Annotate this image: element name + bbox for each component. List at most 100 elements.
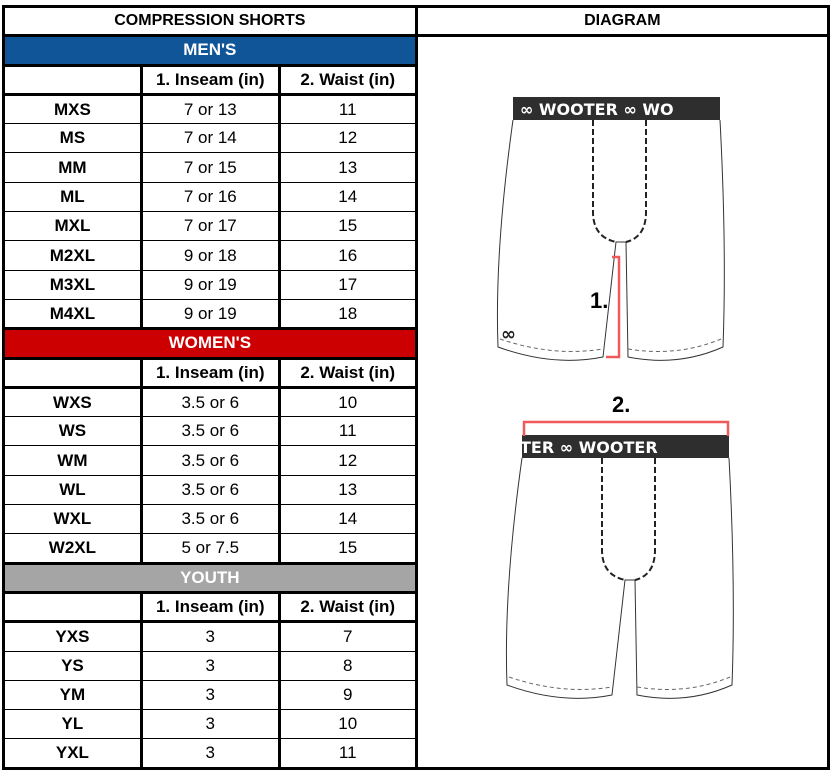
- inseam-value: 9 or 18: [139, 240, 281, 271]
- inseam-value: 3.5 or 6: [139, 416, 281, 447]
- inseam-header: 1. Inseam (in): [139, 358, 281, 389]
- table-row: WM 3.5 or 6 12: [2, 445, 829, 476]
- size-label: W2XL: [2, 533, 143, 565]
- inseam-value: 3: [139, 651, 281, 681]
- waist-value: 14: [277, 504, 418, 535]
- table-row: ML 7 or 16 14: [2, 182, 829, 213]
- diagram-cell: [414, 35, 830, 770]
- table-row: MM 7 or 15 13: [2, 152, 829, 183]
- table-row: MXL 7 or 17 15: [2, 211, 829, 242]
- inseam-value: 3.5 or 6: [139, 475, 281, 506]
- column-header-row: 1. Inseam (in) 2. Waist (in): [2, 65, 829, 96]
- waist-value: 15: [277, 533, 418, 565]
- section-header-row: MEN'S: [2, 35, 830, 770]
- waist-value: 16: [277, 240, 418, 271]
- waist-value: 13: [277, 152, 418, 183]
- size-header: [2, 358, 143, 389]
- inseam-header: 1. Inseam (in): [139, 592, 281, 624]
- table-row: M4XL 9 or 19 18: [2, 299, 829, 331]
- inseam-value: 7 or 13: [139, 94, 281, 125]
- size-label: ML: [2, 182, 143, 213]
- inseam-value: 3.5 or 6: [139, 445, 281, 476]
- waist-value: 11: [277, 416, 418, 447]
- size-label: WM: [2, 445, 143, 476]
- section-title: WOMEN'S: [2, 328, 418, 360]
- inseam-value: 3: [139, 738, 281, 770]
- size-header: [2, 592, 143, 624]
- size-label: MXS: [2, 94, 143, 125]
- table-row: YS 3 8: [2, 651, 829, 681]
- waist-value: 10: [277, 387, 418, 418]
- table-title: COMPRESSION SHORTS: [2, 4, 418, 38]
- size-label: YXL: [2, 738, 143, 770]
- inseam-value: 9 or 19: [139, 299, 281, 331]
- inseam-value: 7 or 16: [139, 182, 281, 213]
- inseam-value: 3: [139, 621, 281, 652]
- waist-header: 2. Waist (in): [277, 592, 418, 624]
- inseam-value: 7 or 17: [139, 211, 281, 242]
- inseam-value: 7 or 15: [139, 152, 281, 183]
- table-row: YL 3 10: [2, 709, 829, 740]
- size-header: [2, 65, 143, 96]
- size-label: WS: [2, 416, 143, 447]
- section-title: YOUTH: [2, 563, 418, 594]
- size-label: MM: [2, 152, 143, 183]
- waist-header: 2. Waist (in): [277, 65, 418, 96]
- section-header-row: YOUTH: [2, 563, 829, 594]
- size-label: WL: [2, 475, 143, 506]
- inseam-value: 3.5 or 6: [139, 387, 281, 418]
- waist-value: 18: [277, 299, 418, 331]
- size-label: M4XL: [2, 299, 143, 331]
- waist-value: 9: [277, 680, 418, 711]
- size-label: YL: [2, 709, 143, 740]
- table-row: M2XL 9 or 18 16: [2, 240, 829, 271]
- inseam-value: 9 or 19: [139, 270, 281, 300]
- waist-value: 13: [277, 475, 418, 506]
- size-table: COMPRESSION SHORTS DIAGRAM MEN'S 1. Insea…: [2, 4, 830, 770]
- table-row: YM 3 9: [2, 680, 829, 711]
- size-label: WXS: [2, 387, 143, 418]
- table-row: WXS 3.5 or 6 10: [2, 387, 829, 418]
- waist-value: 11: [277, 738, 418, 770]
- waist-value: 14: [277, 182, 418, 213]
- inseam-value: 3: [139, 709, 281, 740]
- waist-value: 10: [277, 709, 418, 740]
- waist-value: 8: [277, 651, 418, 681]
- waist-value: 7: [277, 621, 418, 652]
- table-row: WL 3.5 or 6 13: [2, 475, 829, 506]
- table-row: MXS 7 or 13 11: [2, 94, 829, 125]
- column-header-row: 1. Inseam (in) 2. Waist (in): [2, 358, 829, 389]
- inseam-header: 1. Inseam (in): [139, 65, 281, 96]
- waist-value: 15: [277, 211, 418, 242]
- table-row: YXS 3 7: [2, 621, 829, 652]
- table-row: W2XL 5 or 7.5 15: [2, 533, 829, 565]
- column-header-row: 1. Inseam (in) 2. Waist (in): [2, 592, 829, 624]
- table-row: YXL 3 11: [2, 738, 829, 770]
- size-label: MXL: [2, 211, 143, 242]
- inseam-value: 7 or 14: [139, 123, 281, 154]
- waist-header: 2. Waist (in): [277, 358, 418, 389]
- title-row: COMPRESSION SHORTS DIAGRAM: [2, 4, 830, 38]
- inseam-value: 3: [139, 680, 281, 711]
- table-row: WXL 3.5 or 6 14: [2, 504, 829, 535]
- waist-value: 17: [277, 270, 418, 300]
- table-row: MS 7 or 14 12: [2, 123, 829, 154]
- inseam-value: 5 or 7.5: [139, 533, 281, 565]
- size-label: WXL: [2, 504, 143, 535]
- size-label: YM: [2, 680, 143, 711]
- section-title: MEN'S: [2, 35, 418, 67]
- size-label: M2XL: [2, 240, 143, 271]
- size-label: YXS: [2, 621, 143, 652]
- waist-value: 12: [277, 445, 418, 476]
- waist-value: 12: [277, 123, 418, 154]
- diagram-title: DIAGRAM: [414, 4, 830, 38]
- table-row: M3XL 9 or 19 17: [2, 270, 829, 300]
- size-label: MS: [2, 123, 143, 154]
- waist-value: 11: [277, 94, 418, 125]
- inseam-value: 3.5 or 6: [139, 504, 281, 535]
- size-label: YS: [2, 651, 143, 681]
- size-label: M3XL: [2, 270, 143, 300]
- section-header-row: WOMEN'S: [2, 328, 829, 360]
- table-row: WS 3.5 or 6 11: [2, 416, 829, 447]
